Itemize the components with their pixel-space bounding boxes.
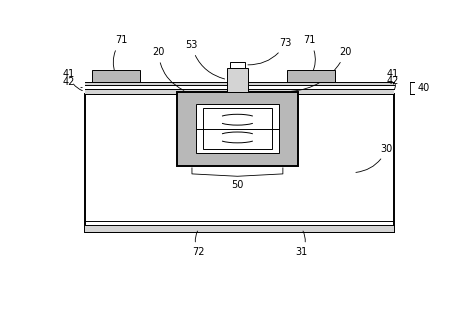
Bar: [196, 104, 279, 153]
Bar: [85, 89, 393, 94]
Bar: [85, 94, 393, 232]
Text: 50: 50: [231, 180, 244, 190]
Bar: [177, 91, 298, 166]
Text: 41: 41: [63, 69, 82, 91]
Text: 73: 73: [248, 38, 292, 65]
Bar: [92, 70, 140, 82]
Text: 71: 71: [303, 36, 315, 74]
Text: 42: 42: [63, 77, 82, 88]
Text: 40: 40: [418, 83, 429, 93]
Text: 72: 72: [192, 231, 205, 257]
Text: 71: 71: [113, 36, 128, 74]
Text: 52: 52: [184, 133, 216, 151]
Bar: [228, 68, 247, 91]
Bar: [85, 82, 393, 85]
Bar: [196, 104, 279, 153]
Text: 51: 51: [248, 133, 269, 153]
Bar: [287, 70, 335, 82]
Bar: [202, 108, 272, 149]
Text: 30: 30: [356, 144, 393, 172]
Bar: [85, 85, 393, 89]
Text: 20: 20: [291, 47, 352, 91]
Text: 31: 31: [296, 231, 308, 257]
Text: 41: 41: [386, 69, 399, 89]
Bar: [85, 225, 393, 232]
Bar: [230, 62, 245, 68]
Text: 42: 42: [386, 76, 399, 86]
Text: 53: 53: [185, 40, 225, 79]
Text: 20: 20: [152, 47, 184, 91]
